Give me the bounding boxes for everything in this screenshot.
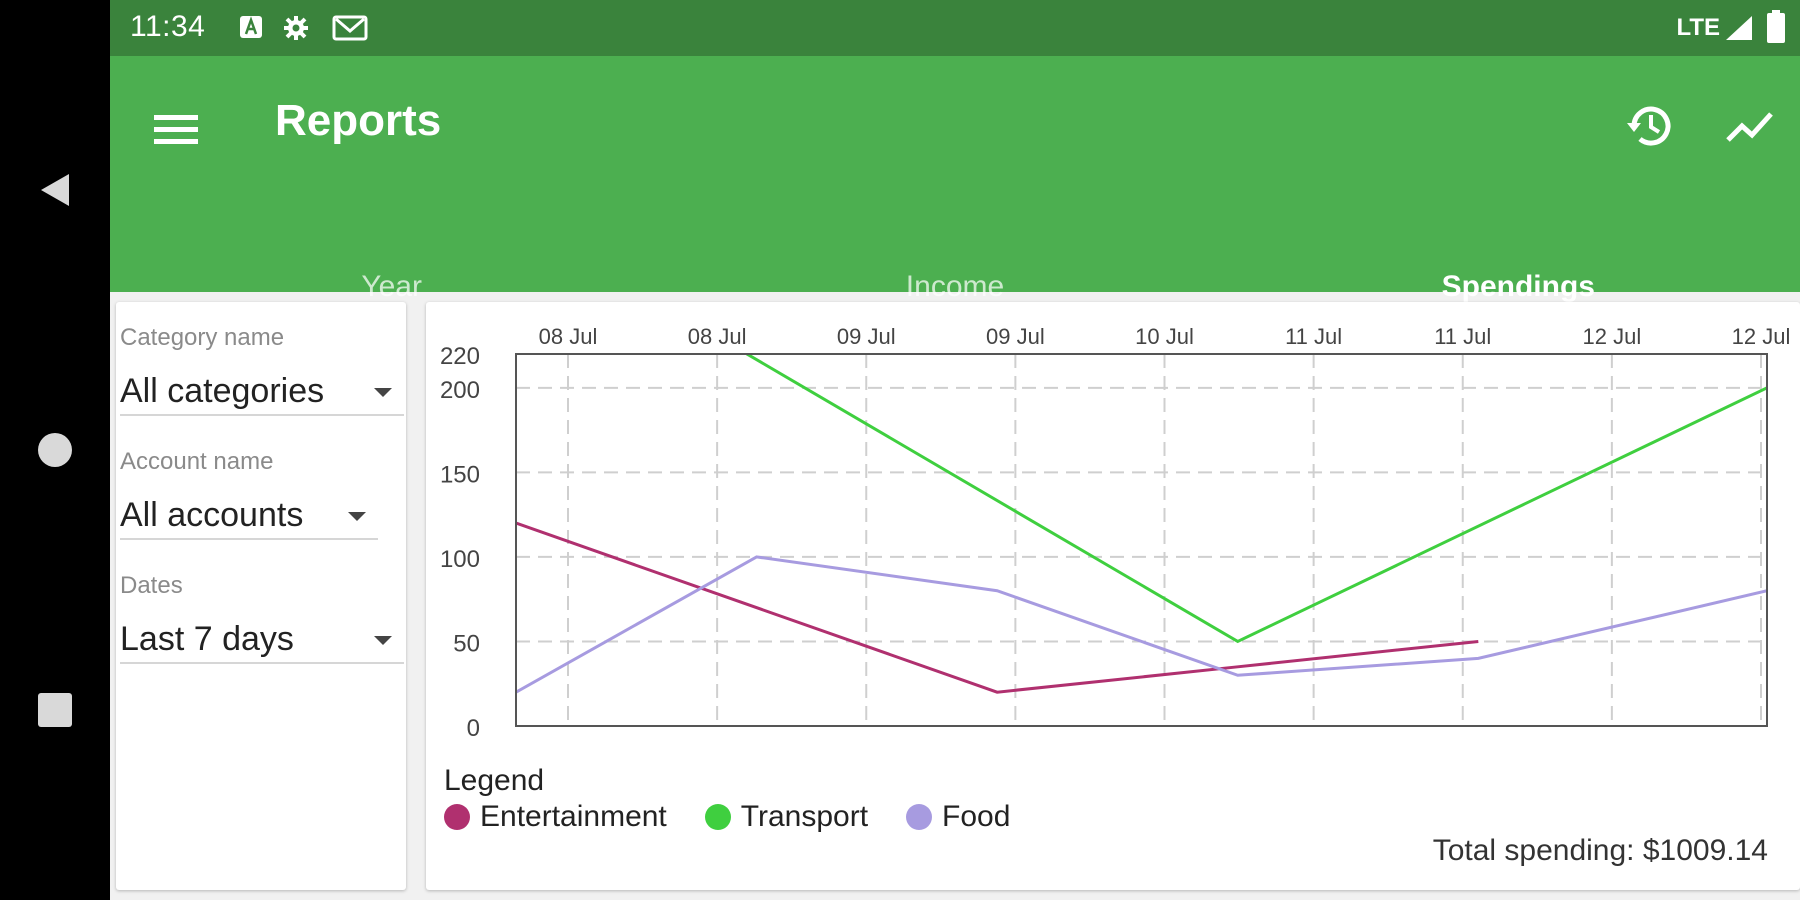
recents-button[interactable]: [0, 690, 110, 730]
back-button[interactable]: [0, 168, 110, 212]
filters-panel: Category name All categories Account nam…: [116, 302, 406, 890]
legend-swatch: [444, 804, 470, 830]
total-value: $1009.14: [1642, 834, 1768, 867]
account-value: All accounts: [120, 496, 304, 534]
x-tick-label: 11 Jul: [1285, 324, 1342, 349]
dates-select[interactable]: Last 7 days: [120, 614, 404, 664]
gmail-icon: [332, 15, 368, 41]
tab-income[interactable]: Income: [673, 236, 1236, 348]
settings-icon: [284, 16, 308, 40]
page-title: Reports: [275, 96, 442, 145]
back-icon: [41, 174, 69, 206]
legend-swatch: [906, 804, 933, 830]
network-type: LTE: [1676, 14, 1720, 41]
trend-button[interactable]: [1720, 96, 1780, 156]
recents-icon: [38, 693, 72, 727]
x-tick-label: 11 Jul: [1434, 324, 1491, 349]
app-window: 11:34 LTE: [110, 0, 1800, 900]
category-select[interactable]: All categories: [120, 366, 404, 416]
x-tick-label: 10 Jul: [1135, 324, 1194, 349]
account-label: Account name: [120, 448, 274, 475]
status-time: 11:34: [130, 10, 206, 43]
legend-label: Entertainment: [480, 800, 667, 833]
menu-button[interactable]: [150, 104, 202, 156]
legend-swatch: [704, 804, 731, 830]
history-button[interactable]: [1620, 96, 1680, 156]
account-select[interactable]: All accounts: [120, 490, 378, 540]
x-tick-label: 08 Jul: [688, 324, 747, 349]
plot-frame: [515, 353, 1768, 727]
tab-spendings-label: Spendings: [1441, 270, 1595, 303]
y-tick-label: 150: [440, 461, 480, 488]
y-tick-label: 200: [440, 377, 480, 404]
y-tick-label: 0: [467, 715, 480, 742]
status-bar: 11:34 LTE: [110, 0, 1800, 56]
dates-label: Dates: [120, 572, 183, 599]
y-tick-label: 220: [440, 343, 480, 370]
x-tick-label: 09 Jul: [837, 324, 896, 349]
history-icon: [1627, 106, 1671, 146]
legend-label: Food: [942, 800, 1011, 833]
legend-item-transport: Transport: [704, 800, 869, 834]
trending-icon: [1726, 112, 1773, 142]
category-value: All categories: [120, 372, 325, 410]
dropdown-arrow-icon: [374, 388, 392, 397]
category-label: Category name: [120, 324, 285, 351]
home-button[interactable]: [0, 430, 110, 470]
total-spending: Total spending: $1009.14: [1433, 834, 1768, 868]
chart-legend: Entertainment Transport Food: [444, 800, 1010, 834]
dates-value: Last 7 days: [120, 620, 294, 658]
app-toolbar: Reports Year Income Spendings: [110, 56, 1800, 348]
legend-label: Transport: [740, 800, 869, 833]
chart-card: 0 50 100 150 200 220 08 Jul 08 Jul 09 Jul 09 Jul 1…: [426, 302, 1800, 890]
legend-title: Legend: [444, 764, 545, 797]
y-tick-label: 100: [440, 546, 480, 573]
x-tick-label: 12 Jul: [1732, 324, 1791, 349]
a-icon: [240, 16, 262, 38]
spendings-line-chart: 0 50 100 150 200 220 08 Jul 08 Jul 09 Jul 09 Jul 1…: [440, 324, 1791, 742]
tab-year[interactable]: Year: [110, 236, 673, 348]
series-line-entertainment: [516, 521, 1479, 694]
x-tick-label: 09 Jul: [986, 324, 1045, 349]
battery-icon: [1767, 10, 1785, 43]
home-icon: [38, 433, 72, 467]
tab-income-label: Income: [905, 270, 1005, 303]
series-line-food: [516, 555, 1767, 694]
y-tick-label: 50: [453, 630, 480, 657]
tab-year-label: Year: [361, 270, 422, 303]
signal-icon: [1726, 16, 1752, 40]
total-label: Total spending:: [1432, 834, 1635, 867]
dropdown-arrow-icon: [348, 512, 366, 521]
dropdown-arrow-icon: [374, 636, 392, 645]
hamburger-menu-icon: [154, 115, 198, 144]
system-navigation-bar: [0, 0, 110, 900]
x-tick-label: 08 Jul: [539, 324, 598, 349]
legend-item-entertainment: Entertainment: [444, 800, 667, 834]
legend-item-food: Food: [906, 800, 1010, 834]
x-tick-label: 12 Jul: [1583, 324, 1642, 349]
